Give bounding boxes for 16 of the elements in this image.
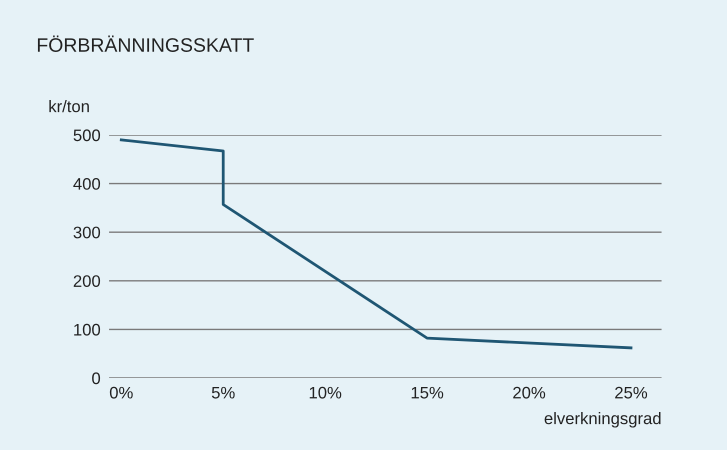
y-tick-label: 100 <box>74 324 100 336</box>
y-axis-title: kr/ton <box>49 100 89 112</box>
x-tick-label: 10% <box>310 386 342 399</box>
line-series <box>120 138 632 350</box>
chart-title: FÖRBRÄNNINGSSKATT <box>38 35 254 52</box>
x-tick-label: 15% <box>412 386 444 399</box>
x-tick-label: 0% <box>110 386 133 399</box>
x-tick-label: 20% <box>513 386 546 399</box>
x-tick-label: 5% <box>212 386 235 399</box>
y-tick-label: 300 <box>74 226 100 238</box>
y-tick-label: 400 <box>73 178 100 190</box>
y-tick-label: 200 <box>74 275 100 288</box>
x-tick-label: 25% <box>615 386 648 399</box>
y-tick-label: 0 <box>92 372 100 384</box>
x-axis-title: elverkningsgrad <box>544 412 661 428</box>
y-tick-label: 500 <box>74 129 100 142</box>
